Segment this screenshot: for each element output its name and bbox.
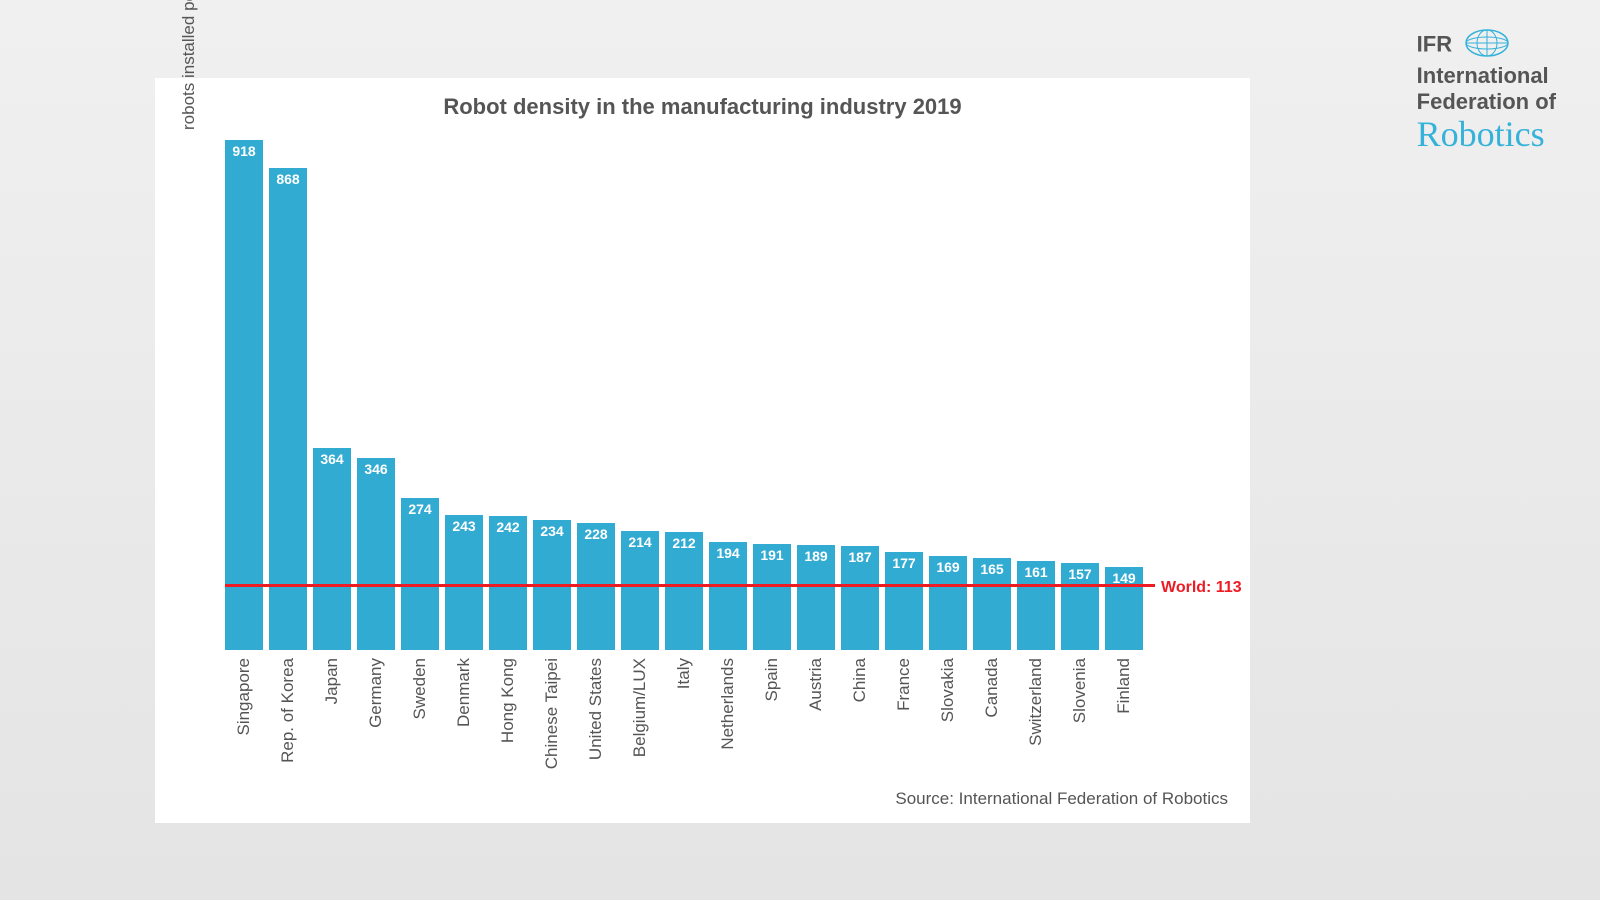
bar: 189 bbox=[797, 545, 835, 650]
x-axis-label: Rep. of Korea bbox=[269, 658, 307, 798]
x-axis-label: Austria bbox=[797, 658, 835, 798]
x-axis-label: France bbox=[885, 658, 923, 798]
bar: 165 bbox=[973, 558, 1011, 650]
bar: 214 bbox=[621, 531, 659, 650]
bar: 868 bbox=[269, 168, 307, 650]
bar-value-label: 165 bbox=[973, 561, 1011, 577]
bar: 346 bbox=[357, 458, 395, 650]
bar: 161 bbox=[1017, 561, 1055, 650]
chart-panel: Robot density in the manufacturing indus… bbox=[155, 78, 1250, 823]
x-axis-label: Germany bbox=[357, 658, 395, 798]
x-axis-label: Canada bbox=[973, 658, 1011, 798]
bar-value-label: 364 bbox=[313, 451, 351, 467]
bar-value-label: 228 bbox=[577, 526, 615, 542]
bar: 169 bbox=[929, 556, 967, 650]
bar-value-label: 191 bbox=[753, 547, 791, 563]
x-axis-label: Belgium/LUX bbox=[621, 658, 659, 798]
bar-value-label: 243 bbox=[445, 518, 483, 534]
bar-value-label: 187 bbox=[841, 549, 879, 565]
ifr-logo: IFR International Federation of Robotics bbox=[1417, 28, 1556, 152]
x-axis-labels: SingaporeRep. of KoreaJapanGermanySweden… bbox=[225, 658, 1225, 798]
bar: 177 bbox=[885, 552, 923, 650]
x-axis-label: Switzerland bbox=[1017, 658, 1055, 798]
bar-value-label: 177 bbox=[885, 555, 923, 571]
x-axis-label: Italy bbox=[665, 658, 703, 798]
x-axis-label: Japan bbox=[313, 658, 351, 798]
world-reference-label: World: 113 bbox=[1161, 579, 1242, 597]
x-axis-label: United States bbox=[577, 658, 615, 798]
bars-container: 918 868 364 346 274 243 242 234 228 214 212 194 191 1… bbox=[225, 140, 1225, 650]
globe-icon bbox=[1464, 28, 1510, 63]
bar: 274 bbox=[401, 498, 439, 650]
bar-value-label: 157 bbox=[1061, 566, 1099, 582]
bar: 364 bbox=[313, 448, 351, 650]
bar-value-label: 868 bbox=[269, 171, 307, 187]
x-axis-label: Sweden bbox=[401, 658, 439, 798]
bar: 187 bbox=[841, 546, 879, 650]
world-reference-line bbox=[225, 584, 1155, 587]
bar: 191 bbox=[753, 544, 791, 650]
x-axis-label: Slovenia bbox=[1061, 658, 1099, 798]
bar-value-label: 346 bbox=[357, 461, 395, 477]
chart-title: Robot density in the manufacturing indus… bbox=[155, 78, 1250, 120]
bar: 194 bbox=[709, 542, 747, 650]
logo-script: Robotics bbox=[1417, 116, 1556, 152]
bar-value-label: 212 bbox=[665, 535, 703, 551]
logo-line3: Federation of bbox=[1417, 89, 1556, 114]
logo-line2: International bbox=[1417, 63, 1556, 88]
bar: 212 bbox=[665, 532, 703, 650]
x-axis-label: Finland bbox=[1105, 658, 1143, 798]
bar-value-label: 242 bbox=[489, 519, 527, 535]
bar-value-label: 194 bbox=[709, 545, 747, 561]
x-axis-label: Singapore bbox=[225, 658, 263, 798]
bar-value-label: 274 bbox=[401, 501, 439, 517]
bar-value-label: 169 bbox=[929, 559, 967, 575]
bar: 918 bbox=[225, 140, 263, 650]
bar-value-label: 234 bbox=[533, 523, 571, 539]
bar-value-label: 918 bbox=[225, 143, 263, 159]
bar-value-label: 189 bbox=[797, 548, 835, 564]
x-axis-label: China bbox=[841, 658, 879, 798]
bar-value-label: 214 bbox=[621, 534, 659, 550]
x-axis-label: Chinese Taipei bbox=[533, 658, 571, 798]
bar: 242 bbox=[489, 516, 527, 650]
source-text: Source: International Federation of Robo… bbox=[895, 789, 1228, 809]
logo-line1: IFR bbox=[1417, 31, 1452, 56]
x-axis-label: Spain bbox=[753, 658, 791, 798]
x-axis-label: Denmark bbox=[445, 658, 483, 798]
bar: 243 bbox=[445, 515, 483, 650]
bar-value-label: 161 bbox=[1017, 564, 1055, 580]
plot-area: robots installed per 10,000 employees 91… bbox=[215, 140, 1225, 650]
x-axis-label: Netherlands bbox=[709, 658, 747, 798]
bar: 149 bbox=[1105, 567, 1143, 650]
y-axis-label: robots installed per 10,000 employees bbox=[179, 0, 199, 140]
bar: 157 bbox=[1061, 563, 1099, 650]
x-axis-label: Slovakia bbox=[929, 658, 967, 798]
x-axis-label: Hong Kong bbox=[489, 658, 527, 798]
